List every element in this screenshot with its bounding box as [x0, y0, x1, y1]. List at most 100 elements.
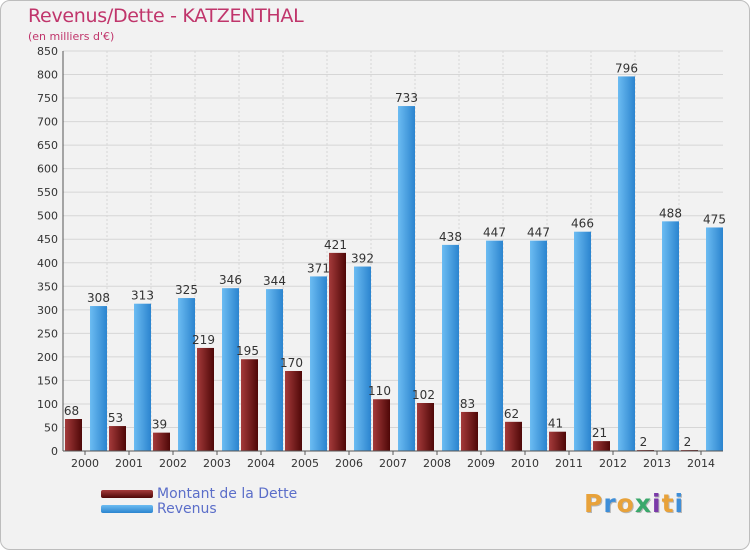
y-tick-label-150: 150	[37, 374, 58, 387]
data-label-debt-2002: 39	[152, 418, 167, 432]
x-tick-label-2002: 2002	[159, 457, 187, 470]
bar-revenus-2008	[442, 244, 459, 451]
data-label-revenus-2000: 308	[87, 291, 110, 305]
data-label-revenus-2010: 447	[527, 226, 550, 240]
data-label-debt-2008: 102	[412, 388, 435, 402]
bar-revenus-2010	[530, 240, 547, 451]
data-label-debt-2001: 53	[108, 411, 123, 425]
x-tick-label-2006: 2006	[335, 457, 363, 470]
data-label-debt-2006: 421	[324, 238, 347, 252]
y-tick-label-600: 600	[37, 163, 58, 176]
bar-debt-2005	[285, 371, 302, 451]
bar-revenus-2012	[618, 76, 635, 451]
bars	[65, 76, 723, 451]
legend-swatch-revenus	[101, 505, 153, 513]
bar-revenus-2004	[266, 289, 283, 451]
bar-debt-2011	[549, 431, 566, 451]
data-label-revenus-2011: 466	[571, 217, 594, 231]
x-tick-label-2012: 2012	[599, 457, 627, 470]
bar-debt-2006	[329, 252, 346, 451]
data-label-revenus-2014: 475	[703, 212, 726, 226]
logo-letter: r	[603, 489, 617, 518]
y-tick-label-300: 300	[37, 304, 58, 317]
x-tick-label-2008: 2008	[423, 457, 451, 470]
y-tick-label-100: 100	[37, 398, 58, 411]
data-label-debt-2012: 21	[592, 426, 607, 440]
bar-debt-2008	[417, 403, 434, 451]
bar-revenus-2002	[178, 298, 195, 451]
data-labels: 68 308 53 313 39 325 219 346 195 344 170 371 421 392 1…	[64, 61, 726, 449]
logo-letter: i	[674, 489, 685, 518]
bar-debt-2004	[241, 359, 258, 451]
data-label-debt-2011: 41	[548, 417, 563, 431]
data-label-revenus-2008: 438	[439, 230, 462, 244]
y-tick-label-350: 350	[37, 280, 58, 293]
data-label-revenus-2007: 733	[395, 91, 418, 105]
chart-subtitle: (en milliers d'€)	[28, 30, 115, 43]
y-tick-label-850: 850	[37, 45, 58, 58]
bar-revenus-2011	[574, 231, 591, 451]
bar-debt-2001	[109, 426, 126, 451]
bar-revenus-2014	[706, 227, 723, 451]
data-label-revenus-2002: 325	[175, 283, 198, 297]
legend-swatch-debt	[101, 490, 153, 498]
y-tick-label-550: 550	[37, 186, 58, 199]
axes: 0 50 100 150 200 250 300 350 400 450 500 550 600 650 7…	[37, 45, 723, 470]
x-tick-label-2010: 2010	[511, 457, 539, 470]
data-label-revenus-2009: 447	[483, 226, 506, 240]
y-tick-label-650: 650	[37, 139, 58, 152]
y-tick-label-700: 700	[37, 116, 58, 129]
x-tick-label-2000: 2000	[71, 457, 99, 470]
x-tick-label-2004: 2004	[247, 457, 275, 470]
data-label-debt-2010: 62	[504, 407, 519, 421]
y-tick-label-750: 750	[37, 92, 58, 105]
data-label-debt-2004: 195	[236, 344, 259, 358]
y-tick-label-400: 400	[37, 257, 58, 270]
x-tick-label-2014: 2014	[687, 457, 715, 470]
x-tick-label-2013: 2013	[643, 457, 671, 470]
logo-letter: x	[634, 489, 652, 518]
data-label-revenus-2012: 796	[615, 61, 638, 75]
bar-revenus-2007	[398, 106, 415, 451]
bar-debt-2007	[373, 399, 390, 451]
x-tick-label-2007: 2007	[379, 457, 407, 470]
legend-label-revenus: Revenus	[157, 501, 217, 517]
chart-title: Revenus/Dette - KATZENTHAL	[28, 5, 304, 27]
data-label-revenus-2003: 346	[219, 273, 242, 287]
data-label-debt-2005: 170	[280, 356, 303, 370]
data-label-revenus-2013: 488	[659, 206, 682, 220]
data-label-revenus-2006: 392	[351, 252, 374, 266]
x-tick-label-2003: 2003	[203, 457, 231, 470]
y-tick-label-450: 450	[37, 233, 58, 246]
bar-debt-2000	[65, 419, 82, 451]
x-tick-label-2009: 2009	[467, 457, 495, 470]
logo-letter: o	[616, 489, 635, 518]
y-tick-label-800: 800	[37, 69, 58, 82]
data-label-debt-2013: 2	[640, 435, 648, 449]
bar-debt-2003	[197, 347, 214, 451]
data-label-debt-2009: 83	[460, 397, 475, 411]
bar-debt-2002	[153, 432, 170, 451]
data-label-debt-2000: 68	[64, 404, 79, 418]
bar-revenus-2006	[354, 266, 371, 451]
data-label-revenus-2001: 313	[131, 289, 154, 303]
bar-debt-2010	[505, 421, 522, 451]
bar-revenus-2000	[90, 306, 107, 451]
bar-debt-2012	[593, 441, 610, 451]
legend-label-debt: Montant de la Dette	[157, 486, 298, 502]
bar-revenus-2003	[222, 288, 239, 451]
bar-revenus-2009	[486, 240, 503, 451]
logo-letter: t	[661, 489, 675, 518]
x-tick-label-2001: 2001	[115, 457, 143, 470]
x-tick-label-2005: 2005	[291, 457, 319, 470]
data-label-revenus-2005: 371	[307, 261, 330, 275]
data-label-debt-2014: 2	[684, 435, 692, 449]
y-tick-label-500: 500	[37, 210, 58, 223]
y-tick-label-0: 0	[51, 445, 58, 458]
x-tick-label-2011: 2011	[555, 457, 583, 470]
logo-letter: i	[652, 489, 662, 518]
bar-revenus-2013	[662, 221, 679, 451]
y-tick-label-200: 200	[37, 351, 58, 364]
